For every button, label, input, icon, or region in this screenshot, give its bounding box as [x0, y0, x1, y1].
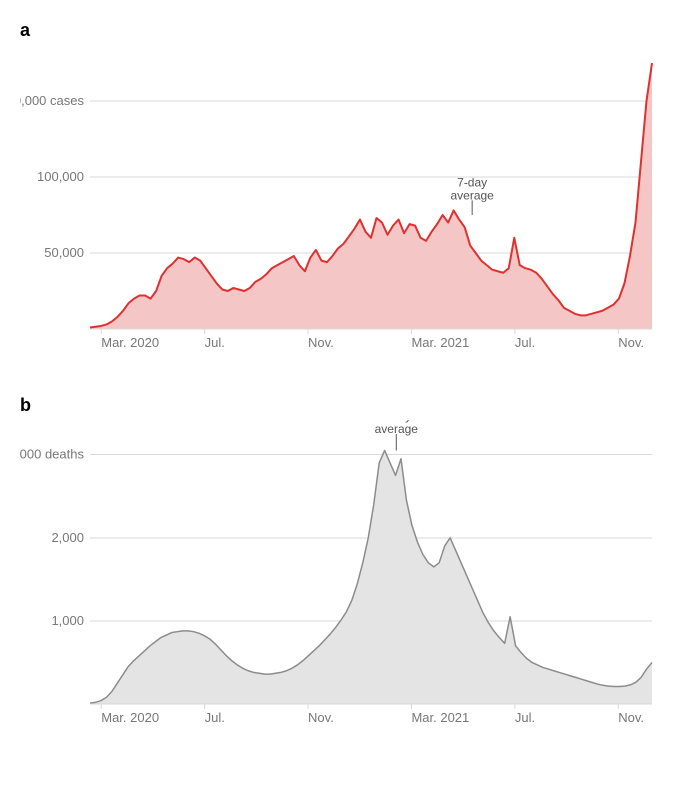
svg-text:Mar. 2021: Mar. 2021	[411, 710, 469, 725]
svg-text:3,000 deaths: 3,000 deaths	[20, 447, 84, 462]
svg-text:Jul.: Jul.	[515, 335, 535, 350]
svg-text:Mar. 2020: Mar. 2020	[101, 710, 159, 725]
panel-a: a 50,000 100,000 150,000 cases Mar. 2020 Jul…	[20, 20, 665, 355]
svg-text:Jul.: Jul.	[515, 710, 535, 725]
panel-b-label: b	[20, 395, 665, 416]
svg-text:Jul.: Jul.	[205, 335, 225, 350]
svg-text:average: average	[375, 422, 419, 436]
chart-a: 50,000 100,000 150,000 cases Mar. 2020 Jul. N…	[20, 45, 660, 355]
panel-b: b 1,000 2,000 3,000 deaths Mar. 2020 Jul. Nov…	[20, 395, 665, 730]
svg-text:1,000: 1,000	[51, 613, 84, 628]
svg-text:2,000: 2,000	[51, 530, 84, 545]
svg-text:Mar. 2021: Mar. 2021	[411, 335, 469, 350]
svg-text:150,000 cases: 150,000 cases	[20, 93, 84, 108]
svg-text:50,000: 50,000	[44, 245, 84, 260]
panel-a-label: a	[20, 20, 665, 41]
chart-b-svg: 1,000 2,000 3,000 deaths Mar. 2020 Jul. Nov. M…	[20, 420, 660, 730]
svg-text:average: average	[450, 188, 494, 202]
svg-text:7-day: 7-day	[457, 175, 487, 189]
svg-text:Nov.: Nov.	[308, 335, 334, 350]
svg-text:Nov.: Nov.	[618, 335, 644, 350]
svg-text:Mar. 2020: Mar. 2020	[101, 335, 159, 350]
svg-text:100,000: 100,000	[37, 169, 84, 184]
svg-text:Nov.: Nov.	[308, 710, 334, 725]
chart-b: 1,000 2,000 3,000 deaths Mar. 2020 Jul. Nov. M…	[20, 420, 660, 730]
svg-text:Jul.: Jul.	[205, 710, 225, 725]
svg-text:Nov.: Nov.	[618, 710, 644, 725]
chart-a-svg: 50,000 100,000 150,000 cases Mar. 2020 Jul. N…	[20, 45, 660, 355]
